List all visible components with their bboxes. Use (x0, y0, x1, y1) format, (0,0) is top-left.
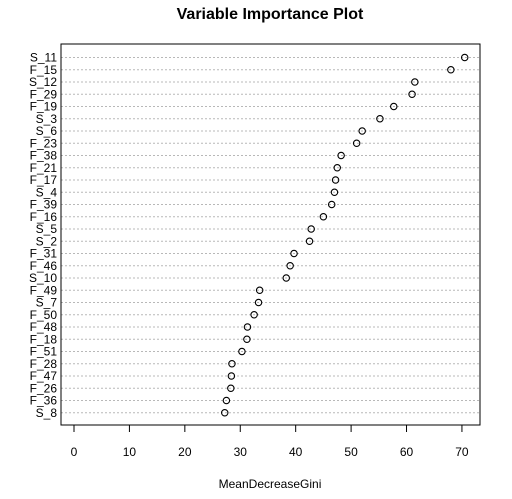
data-point (228, 359, 236, 368)
x-tick-label: 10 (123, 445, 137, 459)
y-tick-label: F_19 (30, 100, 58, 114)
y-tick-label: F_46 (30, 259, 58, 273)
data-point (358, 127, 366, 135)
y-tick-label: S_10 (29, 271, 57, 285)
x-axis: 0 10 20 30 40 50 60 70 (71, 425, 469, 459)
data-point (331, 176, 340, 184)
chart-title: Variable Importance Plot (177, 6, 364, 23)
y-tick-label: S_4 (36, 185, 58, 199)
x-tick-label: 60 (400, 445, 414, 459)
data-point (255, 286, 264, 294)
y-tick-label: F_18 (30, 332, 58, 346)
data-point (447, 66, 455, 74)
data-point (460, 53, 469, 62)
data-point (286, 261, 294, 270)
grid-lines (61, 57, 480, 414)
data-point (254, 298, 263, 307)
data-point (238, 347, 246, 356)
x-tick-label: 70 (455, 445, 469, 459)
y-tick-label: F_47 (30, 369, 58, 383)
x-tick-label: 0 (71, 445, 78, 459)
data-point (390, 102, 398, 111)
y-tick-label: F_51 (30, 345, 58, 359)
y-tick-label: F_26 (30, 381, 58, 395)
y-tick-label: F_16 (30, 210, 58, 224)
data-point (243, 335, 251, 343)
y-tick-label: F_23 (30, 136, 58, 150)
y-tick-label: S_12 (29, 75, 57, 89)
y-tick-label: S_2 (36, 234, 58, 248)
data-point (411, 78, 419, 86)
x-tick-label: 20 (178, 445, 192, 459)
y-tick-labels: S_11F_15S_12F_29F_19S_3S_6F_23F_38F_21F_… (29, 51, 57, 420)
x-tick-label: 30 (234, 445, 248, 459)
data-point (319, 213, 328, 221)
y-tick-label: F_29 (30, 87, 58, 101)
data-point (227, 372, 236, 380)
y-tick-label: S_7 (36, 296, 58, 310)
y-tick-label: S_8 (36, 406, 58, 420)
x-tick-label: 40 (289, 445, 303, 459)
y-tick-label: F_17 (30, 173, 58, 187)
y-tick-label: S_11 (30, 51, 57, 65)
plot-frame (60, 43, 481, 426)
x-axis-label: MeanDecreaseGini (219, 477, 322, 491)
data-point (305, 237, 314, 246)
y-tick-label: F_38 (30, 149, 58, 163)
data-points (220, 53, 469, 417)
data-point (250, 310, 258, 319)
data-point (307, 225, 315, 233)
y-tick-label: S_6 (36, 124, 58, 138)
data-point (352, 139, 361, 148)
y-tick-label: F_50 (30, 308, 58, 322)
data-point (327, 200, 336, 209)
y-tick-label: S_3 (36, 112, 58, 126)
y-tick-label: F_48 (30, 320, 58, 334)
y-tick-label: F_28 (30, 357, 58, 371)
data-point (243, 323, 252, 331)
data-point (227, 384, 235, 392)
y-tick-label: F_36 (30, 394, 58, 408)
data-point (282, 274, 291, 282)
data-point (333, 164, 341, 172)
data-point (222, 396, 231, 405)
y-tick-label: F_31 (30, 247, 58, 261)
data-point (376, 115, 384, 123)
y-tick-label: F_15 (30, 63, 58, 77)
data-point (290, 249, 298, 258)
data-point (408, 90, 416, 99)
y-tick-label: S_5 (36, 222, 58, 236)
y-tick-label: F_39 (30, 198, 58, 212)
data-point (337, 151, 345, 160)
data-point (330, 188, 339, 197)
data-point (220, 408, 229, 417)
y-tick-label: F_49 (30, 283, 58, 297)
x-tick-label: 50 (344, 445, 358, 459)
y-tick-label: F_21 (30, 161, 58, 175)
